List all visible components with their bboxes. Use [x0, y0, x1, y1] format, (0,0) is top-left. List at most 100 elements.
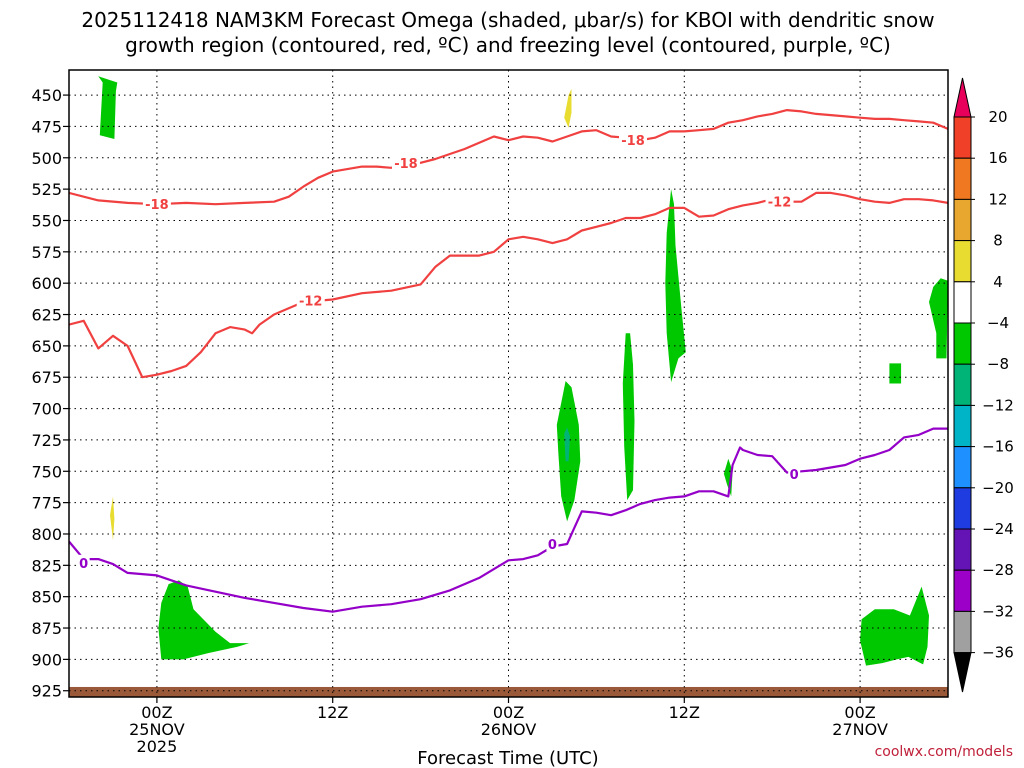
- x-tick-label-54-1: 00Z: [844, 703, 875, 722]
- colorbar-label-1: 16: [988, 149, 1007, 167]
- colorbar-label-2: 12: [988, 190, 1007, 208]
- contour-label-bg-0-1: [391, 154, 420, 170]
- y-tick-label-650: 650: [31, 337, 62, 356]
- colorbar-label-10: −24: [982, 520, 1014, 538]
- y-tick-label-925: 925: [31, 682, 62, 701]
- y-tick-label-550: 550: [31, 211, 62, 230]
- contour-label-0-1: -18: [394, 157, 418, 172]
- contour-label-bg-2-2: [788, 465, 801, 481]
- y-tick-label-875: 875: [31, 619, 62, 638]
- omega-region-12: [622, 333, 635, 501]
- omega-region-16: [929, 278, 948, 359]
- contour-label-0-2: -18: [621, 134, 645, 149]
- colorbar-bottom-arrow: [953, 652, 972, 693]
- y-tick-label-475: 475: [31, 117, 62, 136]
- credit-link[interactable]: coolwx.com/models: [875, 744, 1013, 760]
- x-axis-label: Forecast Time (UTC): [417, 748, 598, 768]
- contour-label-bg-1-1: [765, 193, 794, 209]
- colorbar-swatch-5: [953, 281, 972, 324]
- y-tick-label-500: 500: [31, 149, 62, 168]
- x-tick-label-30-1: 00Z: [493, 703, 524, 722]
- colorbar-swatch-9: [953, 446, 972, 489]
- omega-region-15: [860, 586, 929, 666]
- colorbar-swatch-2: [953, 157, 972, 200]
- omega-region-8: [110, 496, 115, 541]
- colorbar-swatch-13: [953, 610, 972, 654]
- x-tick-label-54-2: 27NOV: [832, 720, 888, 739]
- y-tick-label-625: 625: [31, 306, 62, 325]
- omega-region-4: [345, 230, 362, 513]
- colorbar-legend: 20 16 12 8 4 −4 −8 −12 −16 −20 −24 −28 −32 −36: [953, 77, 1014, 693]
- colorbar-top-arrow: [953, 77, 972, 118]
- y-tick-label-825: 825: [31, 556, 62, 575]
- contour-label-1-1: -12: [768, 196, 792, 211]
- omega-region-17: [889, 363, 902, 384]
- contour-label-bg-0-0: [142, 196, 171, 212]
- colorbar-label-7: −12: [982, 396, 1014, 414]
- y-tick-label-775: 775: [31, 494, 62, 513]
- omega-shading-layer: [69, 70, 948, 697]
- omega-region-10: [158, 580, 250, 660]
- contour-label-2-2: 0: [790, 468, 799, 483]
- chart-title-line2: growth region (contoured, red, ºC) and f…: [125, 33, 891, 57]
- colorbar-swatch-3: [953, 198, 972, 242]
- y-tick-label-700: 700: [31, 400, 62, 419]
- colorbar-label-11: −28: [982, 561, 1014, 579]
- colorbar-swatch-6: [953, 322, 972, 365]
- plot-grid: [69, 70, 948, 697]
- colorbar-swatch-7: [953, 363, 972, 406]
- colorbar-label-9: −20: [982, 479, 1014, 497]
- contour-layer: [69, 109, 948, 613]
- colorbar-swatch-11: [953, 528, 972, 571]
- y-tick-label-800: 800: [31, 525, 62, 544]
- colorbar-label-0: 20: [988, 108, 1007, 126]
- contour-label-bg-2-0: [77, 554, 90, 570]
- y-tick-label-600: 600: [31, 274, 62, 293]
- y-tick-label-450: 450: [31, 86, 62, 105]
- colorbar-label-5: −4: [987, 314, 1009, 332]
- omega-region-13: [665, 189, 686, 383]
- contour-label-0-0: -18: [145, 198, 169, 213]
- colorbar-label-13: −36: [982, 644, 1014, 662]
- y-tick-label-525: 525: [31, 180, 62, 199]
- y-axis: 450 475 500 525 550 575 600 625 650 675 700 725 750 7…: [31, 86, 69, 701]
- contour-label-bg-0-2: [619, 132, 648, 148]
- contour-labels: -18 -18 -18 -12 -12 0 0 0: [77, 132, 801, 572]
- y-tick-label-750: 750: [31, 462, 62, 481]
- y-tick-label-675: 675: [31, 368, 62, 387]
- y-tick-label-900: 900: [31, 650, 62, 669]
- x-tick-label-42-1: 12Z: [669, 703, 700, 722]
- colorbar-swatch-12: [953, 569, 972, 612]
- x-tick-label-30-2: 26NOV: [481, 720, 537, 739]
- colorbar-label-8: −16: [982, 438, 1014, 456]
- omega-region-1: [86, 412, 121, 585]
- colorbar-swatch-4: [953, 240, 972, 283]
- y-tick-label-575: 575: [31, 243, 62, 262]
- contour-line-0: [69, 109, 948, 206]
- y-tick-label-725: 725: [31, 431, 62, 450]
- contour-label-bg-2-1: [546, 536, 559, 552]
- omega-region-6: [703, 80, 759, 252]
- chart-title-line1: 2025112418 NAM3KM Forecast Omega (shaded…: [81, 8, 934, 32]
- contour-label-1-0: -12: [299, 295, 323, 310]
- omega-region-3: [134, 521, 147, 595]
- colorbar-label-12: −32: [982, 602, 1014, 620]
- omega-region-7: [564, 88, 572, 128]
- y-tick-label-850: 850: [31, 588, 62, 607]
- x-tick-label-6-3: 2025: [137, 737, 178, 756]
- contour-label-2-1: 0: [548, 538, 557, 553]
- omega-region-9: [98, 76, 118, 139]
- colorbar-swatch-8: [953, 404, 972, 448]
- x-tick-label-18-1: 12Z: [317, 703, 348, 722]
- colorbar-label-6: −8: [987, 355, 1009, 373]
- contour-label-bg-1-0: [296, 292, 325, 308]
- colorbar-label-4: 4: [993, 273, 1003, 291]
- x-tick-label-6-1: 00Z: [141, 703, 172, 722]
- colorbar-label-3: 8: [993, 232, 1003, 250]
- colorbar-swatch-1: [953, 116, 972, 159]
- colorbar-swatch-10: [953, 487, 972, 530]
- contour-line-1: [69, 191, 948, 379]
- x-tick-label-6-2: 25NOV: [129, 720, 185, 739]
- contour-line-2: [69, 427, 948, 613]
